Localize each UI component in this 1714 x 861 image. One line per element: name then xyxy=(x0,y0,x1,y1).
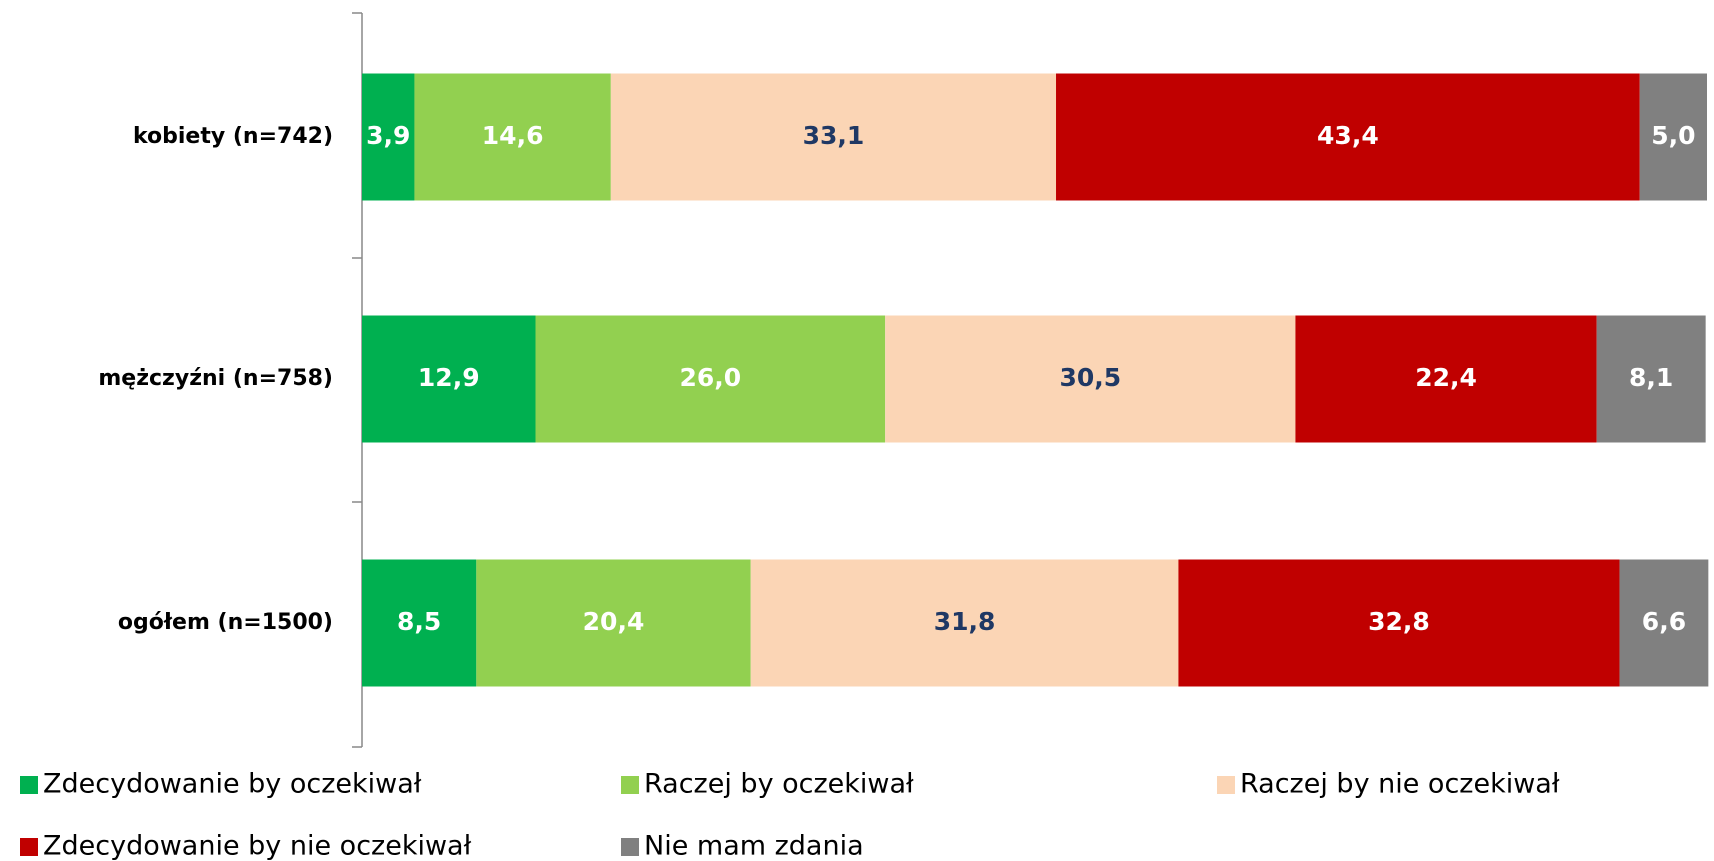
bar-segment xyxy=(1596,315,1706,443)
data-label: 43,4 xyxy=(1317,121,1379,150)
bar-segment xyxy=(885,315,1296,443)
legend-swatch xyxy=(20,838,38,856)
bar-segment xyxy=(1178,559,1620,687)
legend-label: Zdecydowanie by oczekiwał xyxy=(43,769,422,800)
bar-segment xyxy=(476,559,751,687)
category-label: mężczyźni (n=758) xyxy=(98,366,333,391)
legend-swatch xyxy=(621,838,639,856)
category-label: ogółem (n=1500) xyxy=(118,610,333,635)
data-label: 31,8 xyxy=(934,607,996,636)
data-label: 20,4 xyxy=(583,607,645,636)
data-label: 22,4 xyxy=(1415,363,1477,392)
data-label: 30,5 xyxy=(1059,363,1121,392)
axis xyxy=(352,12,363,748)
bar-segment xyxy=(610,73,1057,201)
legend-label: Zdecydowanie by nie oczekiwał xyxy=(43,831,472,861)
bar-segment xyxy=(362,559,477,687)
legend-swatch xyxy=(20,776,38,794)
data-label: 6,6 xyxy=(1642,607,1686,636)
bar-segment xyxy=(750,559,1179,687)
legend-swatch xyxy=(621,776,639,794)
bar-segment xyxy=(1639,73,1707,201)
bar-segment xyxy=(535,315,886,443)
data-label: 8,1 xyxy=(1629,363,1673,392)
legend-label: Nie mam zdania xyxy=(644,831,864,861)
category-label: kobiety (n=742) xyxy=(133,124,333,149)
bar-segment xyxy=(1619,559,1709,687)
data-label: 3,9 xyxy=(366,121,410,150)
bar-segment xyxy=(1295,315,1597,443)
data-label: 32,8 xyxy=(1368,607,1430,636)
data-label: 12,9 xyxy=(418,363,480,392)
legend-label: Raczej by nie oczekiwał xyxy=(1240,769,1560,800)
data-label: 26,0 xyxy=(680,363,742,392)
data-label: 5,0 xyxy=(1651,121,1695,150)
data-label: 33,1 xyxy=(803,121,865,150)
data-label: 14,6 xyxy=(482,121,544,150)
legend-label: Raczej by oczekiwał xyxy=(644,769,914,800)
bar-segment xyxy=(1056,73,1640,201)
bar-segment xyxy=(414,73,611,201)
legend-swatch xyxy=(1217,776,1235,794)
bar-segment xyxy=(362,315,536,443)
bar-segment xyxy=(362,73,415,201)
data-label: 8,5 xyxy=(397,607,441,636)
